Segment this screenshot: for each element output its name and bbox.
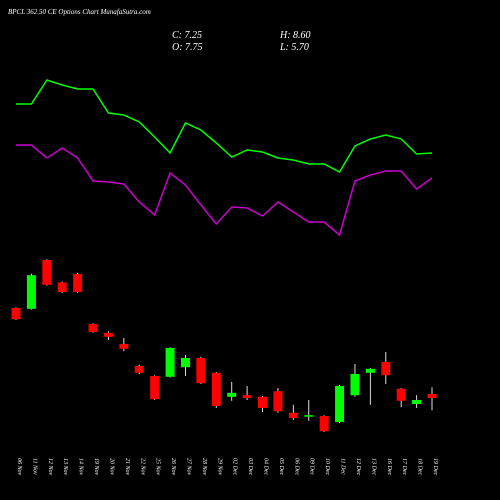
candle-body: [365, 368, 375, 373]
candle-body: [103, 332, 113, 337]
candle-body: [396, 388, 406, 401]
x-tick-label: 10 Dec: [324, 458, 330, 475]
x-tick-label: 27 Nov: [185, 458, 191, 476]
candle-body: [227, 392, 237, 397]
x-tick-label: 11 Nov: [31, 458, 37, 475]
candle-body: [273, 391, 283, 412]
overlay-line: [16, 144, 433, 237]
low-stat: L: 5.70: [279, 42, 309, 53]
x-tick-label: 06 Nov: [16, 458, 22, 476]
candle-body: [304, 415, 314, 417]
candle-body: [335, 386, 345, 422]
x-tick-label: 13 Nov: [62, 458, 68, 476]
x-tick-label: 11 Dec: [340, 458, 346, 475]
candle-body: [412, 400, 422, 404]
candle-body: [350, 374, 360, 396]
x-tick-label: 22 Nov: [139, 458, 145, 476]
candle-body: [57, 282, 67, 292]
candle-body: [196, 358, 206, 384]
candle-body: [427, 394, 437, 398]
x-tick-label: 12 Nov: [47, 458, 53, 476]
candle-body: [42, 260, 52, 285]
candle-body: [288, 412, 298, 418]
x-tick-label: 18 Dec: [417, 458, 423, 475]
x-tick-label: 04 Dec: [263, 458, 270, 475]
candle-body: [319, 416, 329, 432]
chart-title: BPCL 362.50 CE Options Chart MunafaSutra…: [8, 8, 151, 16]
x-tick-label: 12 Dec: [355, 458, 361, 475]
x-tick-label: 16 Dec: [386, 458, 392, 475]
candle-body: [381, 362, 391, 376]
candle-body: [73, 274, 83, 292]
open-stat: O: 7.75: [172, 42, 203, 53]
x-tick-label: 05 Dec: [278, 458, 284, 475]
x-tick-label: 28 Nov: [201, 458, 207, 476]
x-tick-label: 13 Dec: [370, 458, 376, 475]
x-tick-label: 25 Nov: [155, 458, 161, 476]
x-tick-label: 29 Nov: [216, 458, 222, 476]
candle-body: [88, 324, 98, 332]
x-tick-label: 19 Nov: [93, 458, 99, 476]
candle-body: [258, 396, 268, 408]
x-tick-label: 19 Dec: [432, 458, 438, 475]
candle-body: [11, 308, 21, 320]
high-stat: H: 8.60: [279, 30, 311, 41]
candle-body: [150, 376, 160, 400]
candle-body: [119, 344, 129, 349]
candle-body: [165, 348, 175, 377]
close-stat: C: 7.25: [172, 30, 202, 41]
overlay-line: [16, 79, 433, 173]
candle-body: [180, 358, 190, 368]
x-tick-label: 06 Dec: [293, 458, 299, 475]
x-tick-label: 02 Dec: [232, 458, 238, 475]
x-tick-label: 09 Dec: [309, 458, 315, 475]
x-tick-label: 03 Dec: [247, 458, 253, 475]
x-tick-label: 26 Nov: [170, 458, 176, 476]
x-tick-label: 14 Nov: [78, 458, 85, 476]
x-tick-label: 17 Dec: [401, 458, 407, 475]
candle-body: [26, 275, 36, 309]
x-tick-label: 20 Nov: [108, 458, 114, 476]
x-tick-label: 21 Nov: [124, 458, 130, 476]
candle-body: [211, 372, 221, 406]
candle-body: [134, 366, 144, 373]
candle-body: [242, 395, 252, 398]
